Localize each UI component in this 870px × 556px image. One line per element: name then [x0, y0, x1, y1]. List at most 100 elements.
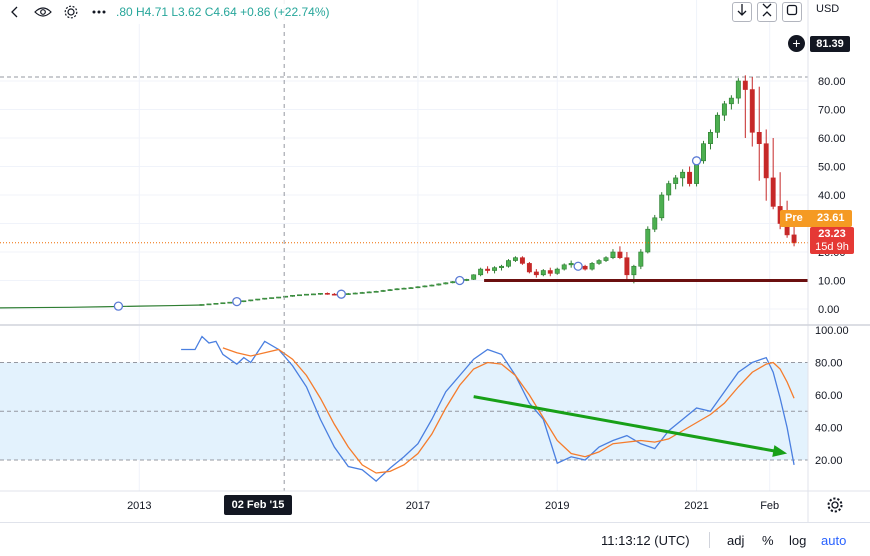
add-alert-icon[interactable]: +	[788, 35, 805, 52]
candle-body	[387, 289, 393, 291]
oscillator-grid	[0, 362, 808, 461]
maximize-icon	[786, 4, 798, 16]
candle-body	[666, 183, 672, 196]
oscillator-tick-label: 60.00	[815, 390, 843, 402]
candle-body	[276, 296, 282, 299]
candle-body	[380, 290, 386, 292]
candle-body	[547, 270, 553, 274]
candle-body	[415, 286, 421, 289]
event-marker	[455, 275, 465, 286]
candle-body	[645, 228, 651, 253]
candle-body	[499, 265, 504, 268]
candle-body	[241, 300, 247, 303]
arrow-down-button[interactable]	[732, 2, 752, 22]
candle-body	[255, 298, 261, 301]
candle-body	[512, 257, 518, 261]
candle-body	[687, 171, 693, 184]
candle-body	[220, 302, 226, 305]
candle-body	[373, 291, 379, 293]
price-axis[interactable]: 0.0010.0020.0030.0040.0050.0060.0070.008…	[818, 76, 846, 316]
maximize-button[interactable]	[782, 2, 802, 22]
candle-body	[791, 234, 797, 244]
oscillator-slow-line	[222, 347, 795, 474]
candle-body	[506, 260, 511, 267]
candle-body	[352, 292, 358, 295]
candle-body	[485, 268, 491, 271]
candle-body	[324, 293, 330, 295]
price-tick-label: 60.00	[818, 133, 846, 145]
log-toggle[interactable]: log	[789, 533, 807, 548]
candle-body	[478, 268, 484, 276]
time-axis[interactable]: 2013 2017 2019 2021 Feb	[127, 500, 779, 512]
candle-body	[540, 270, 546, 276]
pre-market-tag: Pre 23.61	[780, 210, 852, 227]
candle-body	[310, 293, 316, 296]
collapse-button[interactable]	[757, 2, 777, 22]
early-price-line	[0, 304, 203, 309]
candle-body	[526, 263, 532, 273]
candle-body	[652, 217, 658, 230]
percent-toggle[interactable]: %	[762, 533, 774, 548]
more-icon[interactable]	[88, 3, 110, 21]
oscillator-tick-label: 20.00	[815, 455, 843, 467]
candle-body	[603, 257, 609, 261]
candle-body	[568, 263, 574, 266]
candle-body	[680, 171, 686, 179]
candle-body	[742, 80, 748, 90]
clock[interactable]: 11:13:12 (UTC)	[601, 533, 690, 548]
candle-body	[492, 267, 498, 271]
candle-body	[721, 103, 727, 116]
candle-body	[248, 299, 254, 302]
eye-icon[interactable]	[32, 3, 54, 21]
bar-countdown: 15d 9h	[815, 241, 849, 253]
price-tick-label: 70.00	[818, 105, 846, 117]
chart-settings-button[interactable]	[826, 496, 844, 514]
pre-value: 23.61	[817, 212, 845, 224]
legend: .80 H4.71 L3.62 C4.64 +0.86 (+22.74%)	[0, 0, 330, 24]
candle-body	[290, 295, 296, 297]
candle-body	[345, 293, 351, 295]
trend-arrow-head	[772, 445, 788, 457]
candle-body	[297, 294, 302, 297]
candle-body	[708, 132, 713, 145]
candle-body	[429, 284, 435, 287]
candle-body	[269, 297, 275, 299]
candle-body	[701, 143, 706, 162]
candle-body	[206, 303, 212, 306]
candle-body	[589, 263, 595, 270]
candle-body	[638, 251, 644, 267]
candle-body	[227, 301, 233, 304]
trend-arrow-shaft	[473, 395, 778, 453]
last-price-value: 23.23	[818, 228, 846, 240]
candle-body	[304, 293, 309, 296]
event-marker	[573, 261, 583, 271]
candle-body	[673, 177, 679, 184]
time-tick-label: 2019	[545, 500, 569, 512]
currency-label[interactable]: USD	[816, 3, 840, 15]
trend-arrow	[473, 395, 788, 457]
event-marker	[113, 301, 124, 311]
candle-body	[770, 177, 776, 207]
candle-body	[262, 297, 268, 300]
event-marker	[691, 156, 702, 166]
chevron-left-icon[interactable]	[4, 3, 26, 21]
candle-body	[763, 143, 769, 179]
candle-body	[283, 295, 289, 298]
candle-body	[749, 89, 755, 133]
candle-body	[624, 257, 630, 276]
price-tick-label: 0.00	[818, 304, 839, 316]
oscillator-axis[interactable]: 20.00 40.00 60.00 80.00 100.00	[815, 325, 849, 467]
chart-canvas[interactable]: 0.0010.0020.0030.0040.0050.0060.0070.008…	[0, 0, 870, 522]
ohlc-values: .80 H4.71 L3.62 C4.64 +0.86 (+22.74%)	[116, 5, 330, 19]
adj-toggle[interactable]: adj	[727, 533, 745, 548]
candle-body	[735, 80, 741, 99]
candle-body	[436, 283, 442, 286]
auto-toggle[interactable]: auto	[821, 533, 847, 548]
crosshair-price-label: 81.39	[810, 36, 850, 52]
gear-icon	[827, 497, 843, 513]
settings-icon[interactable]	[60, 3, 82, 21]
oscillator-tick-label: 80.00	[815, 358, 843, 370]
oscillator-lines	[181, 335, 795, 482]
candle-body	[659, 194, 665, 219]
candle-body	[471, 274, 477, 280]
